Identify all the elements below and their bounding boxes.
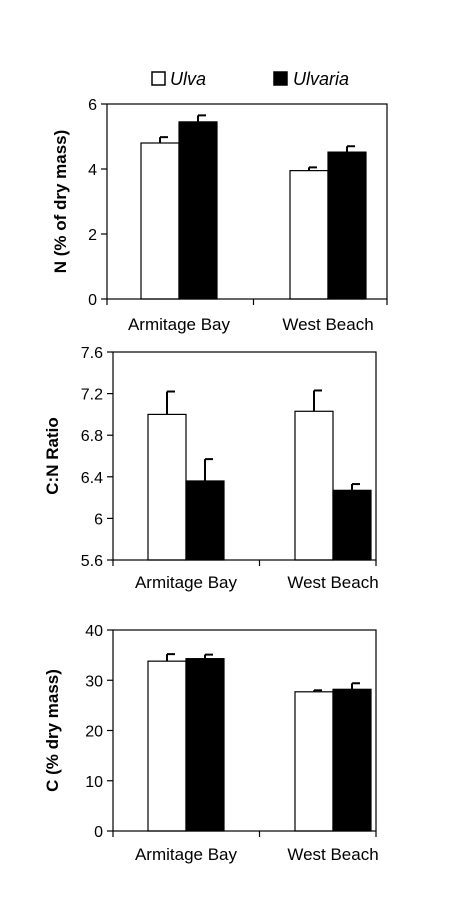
y-tick-label: 2: [88, 227, 97, 244]
y-tick-label: 6.8: [81, 428, 103, 445]
legend: Ulva Ulvaria: [151, 69, 349, 89]
y-tick-label: 7.6: [81, 345, 103, 362]
y-tick-label: 5.6: [81, 553, 103, 570]
chart-panel-3: Armitage Bay West Beach 0 10 20 30 40 C (% dry …: [43, 623, 379, 864]
legend-swatch-ulva: [151, 71, 166, 86]
y-tick-label: 0: [94, 824, 103, 841]
x-tick-label: Armitage Bay: [128, 315, 231, 334]
x-tick-label: Armitage Bay: [135, 845, 238, 864]
y-tick-label: 6: [94, 511, 103, 528]
bar-ulva-west-beach: [294, 691, 334, 832]
chart-panel-1: Armitage Bay West Beach 0 2 4 6 N (% of dry ma…: [51, 97, 388, 334]
x-tick-label: West Beach: [287, 573, 378, 592]
x-tick-label: Armitage Bay: [135, 573, 238, 592]
bar-ulvaria-armitage-bay: [185, 480, 225, 561]
y-tick-label: 10: [85, 774, 103, 791]
y-tick-label: 20: [85, 724, 103, 741]
plot-frame: [112, 351, 377, 561]
y-tick-label: 4: [88, 162, 97, 179]
bar-ulvaria-west-beach: [332, 489, 372, 561]
y-tick-label: 0: [88, 292, 97, 309]
x-tick-label: West Beach: [287, 845, 378, 864]
bar-ulvaria-west-beach: [327, 151, 367, 300]
chart-panels: Armitage Bay West Beach 0 2 4 6 N (% of dry ma…: [43, 97, 388, 864]
y-tick-label: 30: [85, 673, 103, 690]
y-axis-label: C (% dry mass): [43, 669, 62, 792]
bar-ulva-west-beach: [289, 170, 329, 300]
x-tick-label: West Beach: [282, 315, 373, 334]
y-tick-label: 6: [88, 97, 97, 114]
bar-ulva-armitage-bay: [147, 660, 187, 832]
plot-frame: [106, 103, 388, 300]
y-tick-label: 6.4: [81, 470, 103, 487]
bar-ulva-west-beach: [294, 410, 334, 561]
bar-ulvaria-west-beach: [332, 688, 372, 832]
bar-ulvaria-armitage-bay: [178, 121, 218, 300]
y-axis-label: N (% of dry mass): [51, 130, 70, 274]
bar-ulvaria-armitage-bay: [185, 658, 225, 832]
y-tick-label: 40: [85, 623, 103, 640]
legend-label-ulva: Ulva: [170, 69, 206, 89]
bar-ulva-armitage-bay: [140, 142, 180, 300]
y-tick-label: 7.2: [81, 387, 103, 404]
legend-swatch-ulvaria: [273, 71, 288, 86]
y-axis-label: C:N Ratio: [43, 417, 62, 494]
legend-label-ulvaria: Ulvaria: [293, 69, 349, 89]
chart-panel-2: Armitage Bay West Beach 5.6 6 6.4 6.8 7.2 7.6 C:…: [43, 345, 379, 592]
bar-ulva-armitage-bay: [147, 413, 187, 561]
